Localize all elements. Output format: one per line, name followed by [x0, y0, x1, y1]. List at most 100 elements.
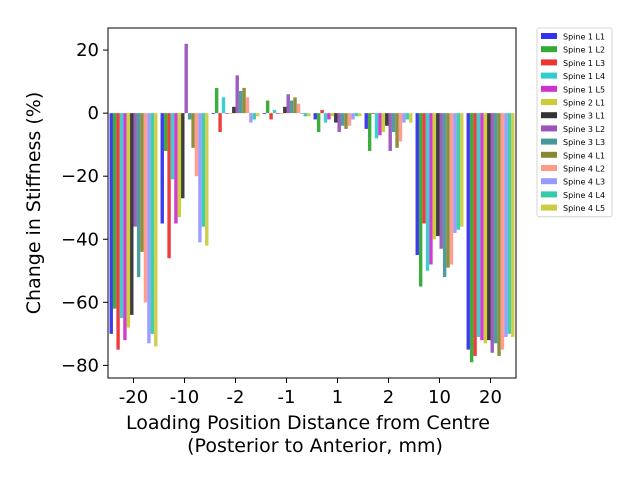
bar-spine-4-l3-10 [453, 113, 457, 233]
bar-spine-4-l5-1 [358, 113, 362, 117]
bar-spine-4-l2-2 [398, 113, 403, 142]
bar-spine-1-l2-2 [367, 113, 372, 151]
legend-swatch [541, 165, 557, 171]
legend-frame [536, 27, 613, 218]
bar-spine-1-l1--20 [109, 113, 113, 334]
bar-spine-4-l2-20 [500, 113, 505, 350]
bar-spine-3-l1-2 [385, 113, 389, 126]
bar-spine-1-l2-10 [418, 113, 423, 287]
bar-spine-4-l2-10 [449, 113, 454, 265]
bar-spine-4-l5--2 [256, 113, 260, 117]
bar-spine-4-l2--20 [143, 113, 148, 303]
bar-spine-4-l1--2 [242, 87, 246, 114]
bar-spine-3-l1--1 [283, 106, 287, 114]
bar-spine-4-l4--2 [252, 113, 257, 120]
bar-spine-4-l1-2 [395, 113, 399, 148]
bar-spine-1-l3-1 [320, 109, 324, 114]
bar-spine-1-l5--20 [123, 113, 127, 341]
bar-spine-4-l5-2 [409, 113, 413, 123]
bar-spine-3-l2-20 [490, 113, 494, 353]
legend-swatch [541, 112, 557, 119]
legend-entry: Spine 1 L4 [563, 72, 605, 81]
bar-spine-3-l3--10 [187, 113, 192, 120]
bar-spine-4-l3--20 [147, 113, 151, 344]
x-tick-label: -20 [119, 387, 148, 408]
bar-spine-1-l5--10 [174, 113, 178, 224]
legend-entry: Spine 1 L3 [563, 59, 605, 68]
bar-spine-2-l1-10 [432, 113, 437, 240]
bar-spine-4-l2--10 [194, 113, 199, 177]
bar-spine-1-l2--2 [214, 87, 219, 114]
bar-spine-1-l4-1 [323, 113, 328, 123]
x-axis: -20 -10 -2 -1 1 2 10 20 [119, 378, 502, 408]
bar-spine-3-l1--2 [232, 106, 236, 114]
bar-spine-1-l4--2 [221, 97, 226, 114]
bar-spine-1-l2-20 [469, 113, 474, 363]
bar-spine-1-l4--10 [170, 113, 175, 180]
legend-entry: Spine 3 L3 [563, 138, 605, 147]
bar-spine-3-l1--20 [130, 113, 134, 315]
legend-swatch [541, 99, 557, 105]
bar-spine-3-l2-2 [388, 113, 392, 151]
bar-spine-3-l2-1 [337, 113, 341, 133]
bar-spine-4-l4-20 [507, 113, 512, 334]
bar-spine-2-l1--20 [126, 113, 131, 328]
y-tick-label: 0 [88, 103, 99, 124]
legend-entry: Spine 1 L5 [563, 85, 605, 94]
bar-spine-1-l5--2 [225, 113, 229, 114]
bar-spine-1-l1-1 [313, 113, 317, 120]
legend-swatch [541, 59, 557, 66]
bar-spine-4-l2-1 [347, 113, 352, 126]
bar-spine-4-l2--1 [296, 103, 301, 114]
bar-spine-3-l3-10 [442, 113, 447, 278]
bar-spine-1-l5--1 [276, 113, 280, 114]
bar-spine-1-l2--1 [265, 100, 270, 114]
bar-spine-3-l3-20 [493, 113, 498, 344]
bar-spine-4-l5-10 [460, 113, 464, 227]
x-tick-label: -1 [278, 387, 296, 408]
bar-spine-1-l5-2 [378, 113, 382, 136]
x-axis-label-line2: (Posterior to Anterior, mm) [187, 435, 443, 457]
x-axis-label: Loading Position Distance from Centre [126, 412, 490, 434]
bars-layer [109, 43, 515, 363]
bar-spine-1-l4-2 [374, 113, 379, 139]
bar-spine-3-l2--20 [133, 113, 137, 227]
bar-spine-4-l1--20 [140, 113, 144, 252]
bar-spine-2-l1--10 [177, 113, 182, 218]
bar-spine-2-l1--2 [228, 113, 233, 114]
bar-spine-1-l1-2 [364, 113, 368, 129]
bar-spine-3-l1-1 [334, 113, 338, 123]
y-axis: 20 0 −20 −40 −60 −80 [61, 40, 108, 376]
legend-entry: Spine 1 L1 [563, 33, 605, 42]
bar-spine-4-l3--1 [300, 113, 304, 114]
legend-swatch [541, 191, 557, 198]
bar-spine-1-l3--10 [167, 113, 171, 259]
legend-entry: Spine 4 L4 [563, 191, 605, 200]
bar-spine-1-l5-1 [327, 113, 331, 120]
bar-spine-1-l4--1 [272, 109, 277, 114]
bar-spine-3-l3-2 [391, 113, 396, 133]
y-tick-label: −80 [61, 355, 99, 376]
bar-spine-4-l4--20 [150, 113, 155, 334]
bar-spine-1-l2--20 [112, 113, 117, 309]
bar-spine-4-l3-2 [402, 113, 406, 123]
bar-spine-3-l3-1 [340, 113, 345, 126]
x-tick-label: -2 [227, 387, 245, 408]
bar-spine-4-l5--1 [307, 113, 311, 117]
bar-spine-3-l2--1 [286, 94, 290, 114]
y-tick-label: −40 [61, 229, 99, 250]
bar-spine-4-l4--10 [201, 113, 206, 227]
bar-spine-4-l1--10 [191, 113, 195, 148]
bar-spine-1-l3-2 [371, 113, 375, 114]
legend-swatch [541, 125, 557, 132]
plot-frame [107, 27, 517, 379]
legend-swatch [541, 151, 557, 158]
bar-spine-3-l3--2 [238, 91, 243, 114]
legend-entry: Spine 3 L1 [563, 112, 605, 121]
legend-entry: Spine 2 L1 [563, 99, 605, 108]
bar-spine-2-l1-2 [381, 113, 386, 133]
bar-spine-3-l2--2 [235, 75, 239, 114]
legend-swatch [541, 178, 557, 185]
